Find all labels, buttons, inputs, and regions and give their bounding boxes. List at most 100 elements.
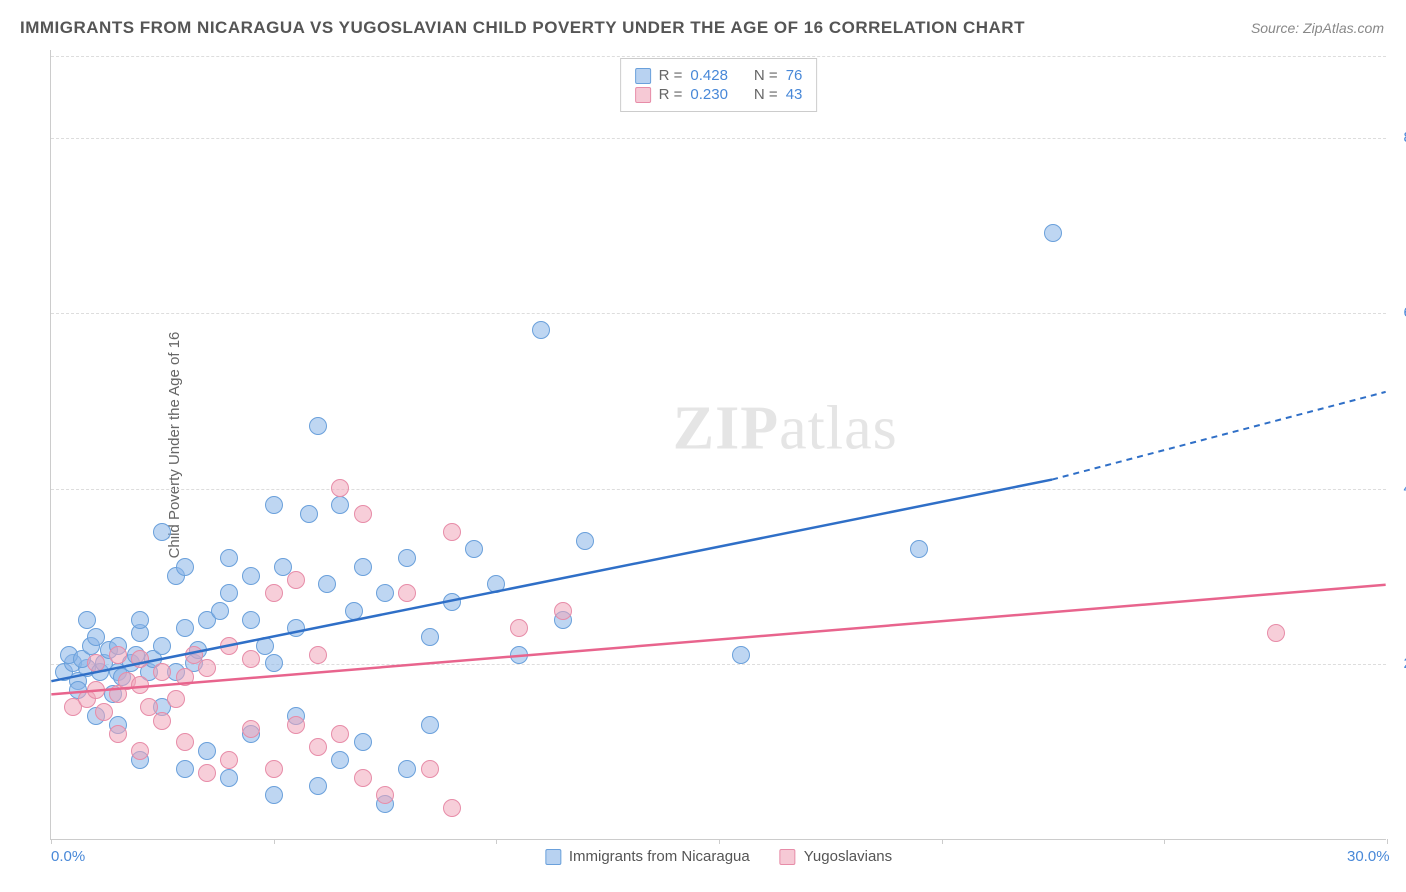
scatter-point: [265, 584, 283, 602]
x-tick-label: 0.0%: [51, 848, 85, 865]
scatter-point: [331, 479, 349, 497]
r-label: R =: [659, 67, 683, 84]
legend-swatch-pink: [780, 849, 796, 865]
y-axis-label: Child Poverty Under the Age of 16: [166, 331, 183, 558]
scatter-point: [300, 505, 318, 523]
scatter-point: [198, 742, 216, 760]
scatter-point: [265, 496, 283, 514]
scatter-point: [153, 712, 171, 730]
n-value: 43: [786, 86, 803, 103]
scatter-point: [265, 760, 283, 778]
gridline: [51, 313, 1386, 314]
scatter-point: [309, 777, 327, 795]
scatter-point: [176, 760, 194, 778]
scatter-point: [220, 637, 238, 655]
legend-item-pink: Yugoslavians: [780, 848, 892, 865]
scatter-point: [153, 663, 171, 681]
scatter-point: [176, 619, 194, 637]
scatter-point: [198, 659, 216, 677]
n-label: N =: [754, 86, 778, 103]
scatter-point: [211, 602, 229, 620]
scatter-point: [220, 769, 238, 787]
scatter-point: [354, 558, 372, 576]
y-tick-label: 20.0%: [1391, 655, 1406, 672]
scatter-point: [331, 725, 349, 743]
scatter-point: [176, 733, 194, 751]
scatter-point: [220, 751, 238, 769]
scatter-point: [309, 417, 327, 435]
scatter-point: [78, 611, 96, 629]
x-tick: [719, 839, 720, 844]
x-tick: [942, 839, 943, 844]
scatter-point: [443, 523, 461, 541]
scatter-point: [1044, 224, 1062, 242]
r-value: 0.230: [690, 86, 728, 103]
scatter-point: [287, 619, 305, 637]
scatter-point: [576, 532, 594, 550]
y-tick-label: 60.0%: [1391, 304, 1406, 321]
scatter-point: [265, 654, 283, 672]
scatter-point: [265, 786, 283, 804]
scatter-point: [354, 505, 372, 523]
r-label: R =: [659, 86, 683, 103]
scatter-point: [398, 760, 416, 778]
legend-label: Immigrants from Nicaragua: [569, 848, 750, 865]
scatter-point: [1267, 624, 1285, 642]
scatter-point: [532, 321, 550, 339]
scatter-point: [331, 751, 349, 769]
scatter-point: [242, 567, 260, 585]
legend-swatch-blue: [635, 68, 651, 84]
scatter-point: [109, 725, 127, 743]
scatter-point: [109, 646, 127, 664]
scatter-point: [510, 646, 528, 664]
x-tick: [496, 839, 497, 844]
scatter-point: [176, 558, 194, 576]
watermark: ZIPatlas: [673, 393, 898, 464]
scatter-point: [554, 602, 572, 620]
x-tick-label: 30.0%: [1347, 848, 1390, 865]
scatter-point: [287, 571, 305, 589]
scatter-point: [354, 769, 372, 787]
y-tick-label: 40.0%: [1391, 480, 1406, 497]
scatter-point: [443, 593, 461, 611]
scatter-point: [176, 668, 194, 686]
scatter-point: [309, 646, 327, 664]
legend-item-blue: Immigrants from Nicaragua: [545, 848, 750, 865]
scatter-point: [487, 575, 505, 593]
scatter-point: [95, 703, 113, 721]
gridline: [51, 138, 1386, 139]
r-value: 0.428: [690, 67, 728, 84]
n-label: N =: [754, 67, 778, 84]
scatter-point: [331, 496, 349, 514]
scatter-point: [131, 676, 149, 694]
scatter-point: [220, 549, 238, 567]
scatter-point: [198, 764, 216, 782]
scatter-point: [131, 611, 149, 629]
scatter-point: [443, 799, 461, 817]
scatter-point: [167, 690, 185, 708]
scatter-point: [465, 540, 483, 558]
correlation-legend: R = 0.428 N = 76 R = 0.230 N = 43: [620, 58, 818, 112]
x-tick: [51, 839, 52, 844]
scatter-point: [256, 637, 274, 655]
scatter-point: [398, 549, 416, 567]
x-tick: [274, 839, 275, 844]
scatter-point: [376, 786, 394, 804]
scatter-point: [421, 628, 439, 646]
plot-area: Child Poverty Under the Age of 16 ZIPatl…: [50, 50, 1386, 840]
scatter-point: [87, 654, 105, 672]
series-legend: Immigrants from Nicaragua Yugoslavians: [545, 848, 892, 865]
legend-row-pink: R = 0.230 N = 43: [635, 86, 803, 103]
scatter-point: [910, 540, 928, 558]
n-value: 76: [786, 67, 803, 84]
scatter-point: [421, 716, 439, 734]
x-tick: [1164, 839, 1165, 844]
scatter-point: [131, 650, 149, 668]
scatter-point: [421, 760, 439, 778]
scatter-point: [318, 575, 336, 593]
scatter-point: [398, 584, 416, 602]
scatter-point: [242, 611, 260, 629]
y-tick-label: 80.0%: [1391, 129, 1406, 146]
scatter-point: [242, 650, 260, 668]
legend-label: Yugoslavians: [804, 848, 892, 865]
